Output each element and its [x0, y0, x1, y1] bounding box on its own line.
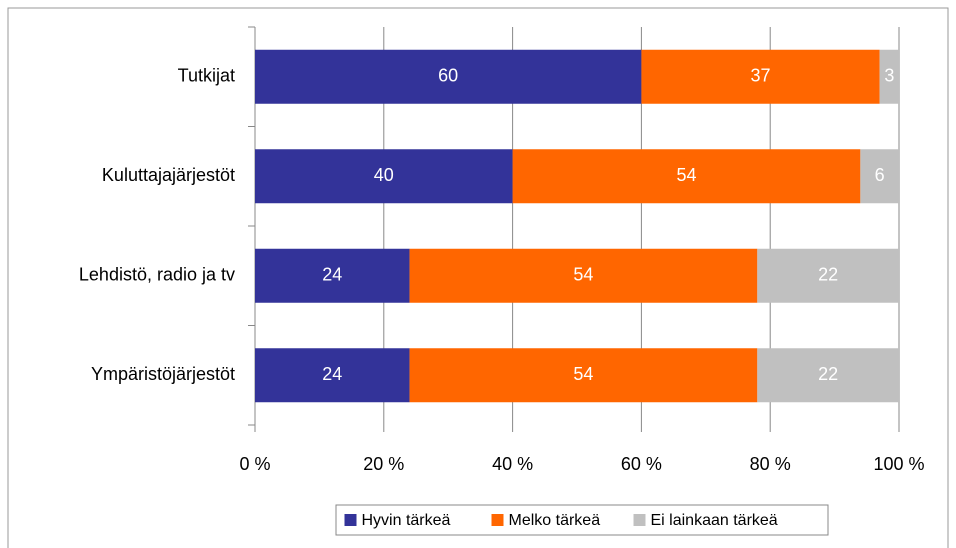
legend-swatch [344, 514, 357, 526]
y-tick-label: Lehdistö, radio ja tv [79, 265, 235, 285]
y-tick-label: Tutkijat [178, 66, 235, 86]
bar-segment [255, 49, 642, 104]
y-tick-label: Kuluttajajärjestöt [102, 165, 235, 185]
bar-segment [757, 248, 899, 303]
legend-label: Melko tärkeä [509, 512, 601, 529]
legend-swatch [491, 514, 504, 526]
data-label: 54 [573, 364, 593, 384]
legend-box [335, 504, 829, 536]
y-tick-label: Ympäristöjärjestöt [91, 364, 235, 384]
data-label: 54 [573, 265, 593, 285]
bar-segment [255, 248, 410, 303]
chart-frame [7, 7, 949, 548]
data-label: 22 [818, 364, 838, 384]
bar-segment [409, 348, 758, 403]
legend-label: Ei lainkaan tärkeä [651, 512, 778, 529]
data-label: 6 [875, 165, 885, 185]
data-label: 24 [322, 265, 342, 285]
data-label: 54 [676, 165, 696, 185]
legend-swatch [633, 514, 646, 526]
bar-segment [512, 149, 861, 204]
bar-segment [255, 149, 513, 204]
bar-segment [879, 49, 899, 104]
data-label: 37 [751, 66, 771, 86]
data-label: 3 [884, 66, 894, 86]
data-label: 24 [322, 364, 342, 384]
x-tick-label: 0 % [239, 454, 270, 474]
data-label: 60 [438, 66, 458, 86]
data-label: 22 [818, 265, 838, 285]
legend-label: Hyvin tärkeä [362, 512, 451, 529]
data-label: 40 [374, 165, 394, 185]
bar-segment [255, 348, 410, 403]
bar-segment [641, 49, 880, 104]
bar-segment [757, 348, 899, 403]
x-tick-label: 60 % [621, 454, 662, 474]
x-tick-label: 80 % [750, 454, 791, 474]
bar-segment [409, 248, 758, 303]
x-tick-label: 20 % [363, 454, 404, 474]
x-tick-label: 100 % [873, 454, 924, 474]
x-tick-label: 40 % [492, 454, 533, 474]
bar-segment [860, 149, 899, 204]
